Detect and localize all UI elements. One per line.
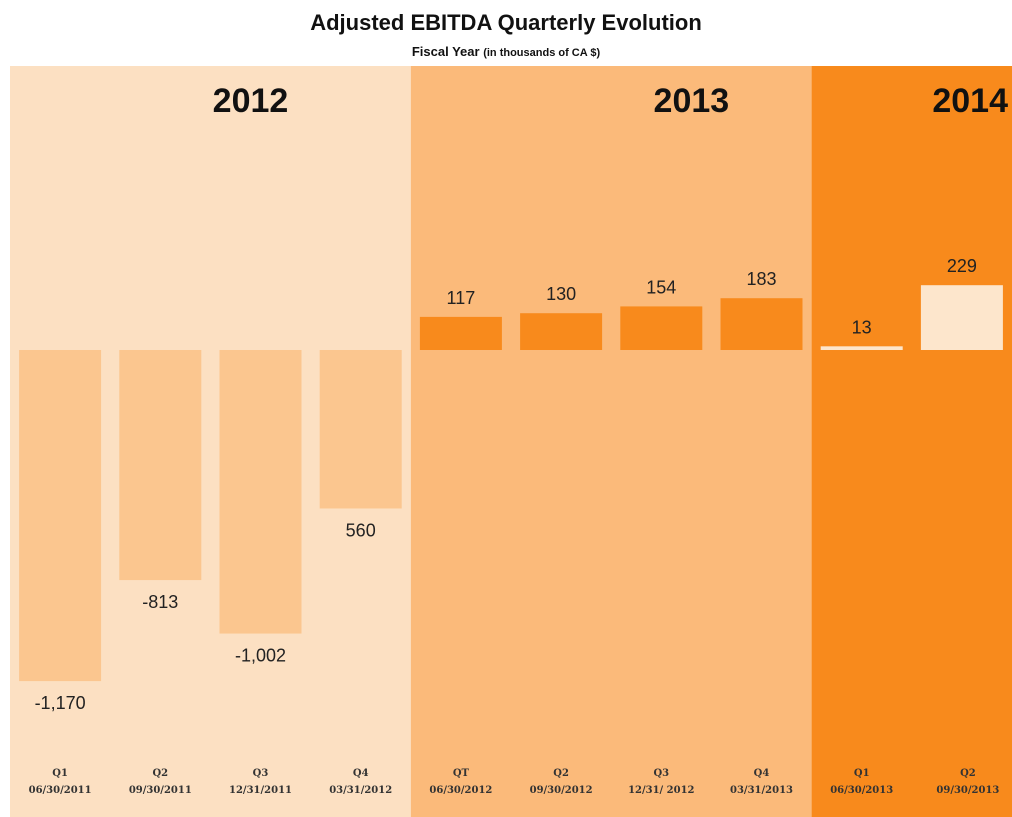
tick-label-quarter: Q2 [553, 768, 569, 779]
bar [920, 285, 1003, 350]
data-label: -1,002 [235, 646, 286, 666]
chart-title: Adjusted EBITDA Quarterly Evolution [310, 10, 702, 35]
fiscal-year-label: 2012 [213, 82, 289, 120]
tick-label-date: 09/30/2012 [530, 785, 593, 796]
fiscal-year-band-2013 [410, 66, 812, 817]
tick-label-quarter: Q4 [754, 768, 770, 779]
bar [219, 350, 302, 634]
data-label: 560 [346, 520, 376, 540]
tick-label-date: 06/30/2013 [830, 785, 893, 796]
bar [19, 350, 102, 682]
data-label: 183 [746, 269, 776, 289]
tick-label-date: 12/31/2011 [229, 785, 292, 796]
fiscal-year-label: 2013 [654, 82, 730, 120]
data-label: 13 [852, 317, 872, 337]
data-label: -1,170 [35, 693, 86, 713]
fiscal-year-label: 2014 [932, 82, 1008, 120]
tick-label-date: 06/30/2012 [429, 785, 492, 796]
tick-label-date: 06/30/2011 [29, 785, 92, 796]
tick-label-quarter: Q1 [52, 768, 68, 779]
subtitle-main: Fiscal Year [411, 44, 480, 59]
tick-label-date: 09/30/2011 [129, 785, 192, 796]
tick-label-quarter: Q2 [152, 768, 168, 779]
bar [620, 306, 703, 350]
tick-label-quarter: Q2 [960, 768, 976, 779]
fiscal-year-band-2014 [811, 66, 1012, 817]
data-label: 117 [447, 288, 476, 308]
subtitle-note: (in thousands of CA $) [483, 47, 601, 59]
tick-label-date: 03/31/2012 [329, 785, 392, 796]
tick-label-quarter: Q1 [854, 768, 870, 779]
tick-label-quarter: Q4 [353, 768, 369, 779]
chart-subtitle: Fiscal Year (in thousands of CA $) [0, 44, 1012, 59]
tick-label-quarter: QT [453, 768, 470, 779]
data-label: -813 [142, 592, 178, 612]
tick-label-date: 09/30/2013 [936, 785, 999, 796]
bar [319, 350, 402, 509]
tick-label-quarter: Q3 [653, 768, 669, 779]
data-label: 130 [546, 284, 576, 304]
bar [820, 346, 903, 350]
bar [720, 298, 803, 350]
bar [520, 313, 603, 350]
tick-label-quarter: Q3 [253, 768, 269, 779]
tick-label-date: 03/31/2013 [730, 785, 793, 796]
bar [119, 350, 202, 581]
data-label: 229 [947, 256, 977, 276]
tick-label-date: 12/31/ 2012 [628, 785, 694, 796]
data-label: 154 [646, 277, 676, 297]
bar [419, 316, 502, 350]
